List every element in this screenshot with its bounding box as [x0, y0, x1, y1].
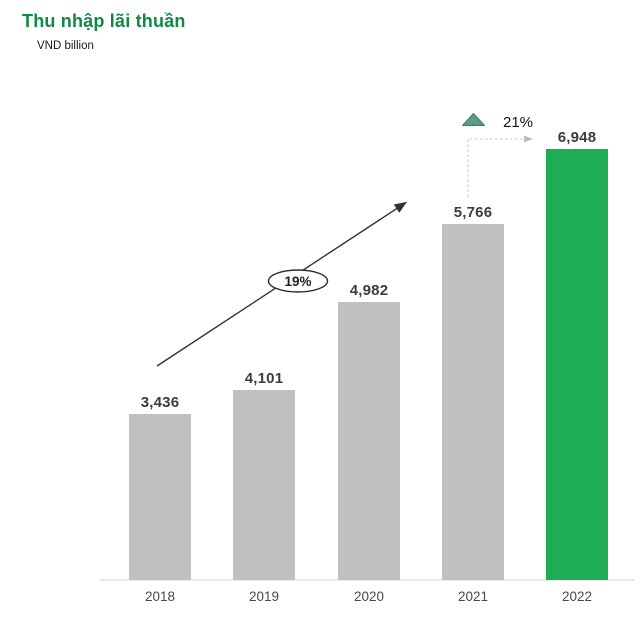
- x-axis-line: [100, 579, 635, 581]
- bar-value-label-2021: 5,766: [453, 204, 493, 221]
- x-axis-tick-2019: 2019: [248, 589, 280, 604]
- bar-2020: [338, 302, 400, 580]
- yoy-connector-line: [467, 135, 533, 197]
- x-axis-tick-2018: 2018: [144, 589, 176, 604]
- up-triangle-icon: [462, 113, 485, 126]
- bar-2021: [442, 224, 504, 580]
- bar-2022: [546, 149, 608, 580]
- bar-value-label-2020: 4,982: [349, 282, 389, 299]
- bar-2018: [129, 414, 191, 580]
- chart-unit-label: VND billion: [37, 40, 94, 52]
- x-axis-tick-2022: 2022: [561, 589, 593, 604]
- bar-value-label-2019: 4,101: [244, 370, 284, 387]
- x-axis-tick-2020: 2020: [353, 589, 385, 604]
- bar-value-label-2018: 3,436: [140, 394, 180, 411]
- bar-value-label-2022: 6,948: [557, 129, 597, 146]
- x-axis-tick-2021: 2021: [457, 589, 489, 604]
- growth-rate-label: 19%: [284, 274, 311, 289]
- bar-2019: [233, 390, 295, 580]
- chart-title: Thu nhập lãi thuần: [22, 11, 186, 31]
